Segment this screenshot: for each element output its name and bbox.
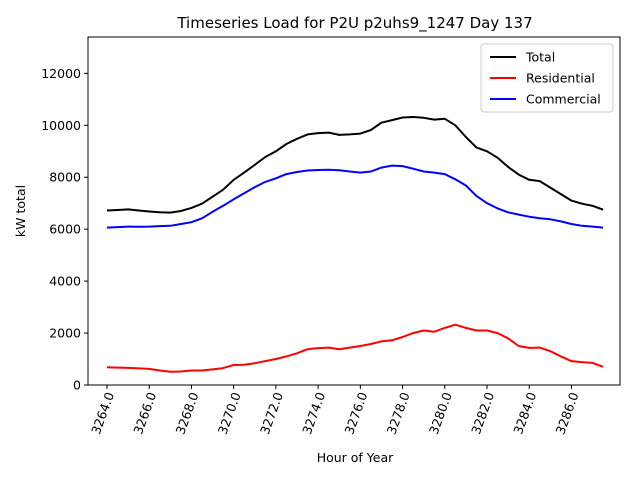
legend: Total Residential Commercial xyxy=(480,43,614,113)
y-tick-label: 4000 xyxy=(49,274,81,289)
series-line-total xyxy=(106,116,604,214)
legend-box xyxy=(480,43,614,113)
y-tick-label: 12000 xyxy=(41,66,81,81)
y-tick-label: 6000 xyxy=(49,222,81,237)
y-tick-label: 0 xyxy=(73,378,81,393)
y-tick-label: 2000 xyxy=(49,326,81,341)
legend-label-total: Total xyxy=(525,50,555,65)
series-line-residential xyxy=(106,323,604,373)
legend-label-residential: Residential xyxy=(526,71,595,86)
y-tick-label: 10000 xyxy=(41,118,81,133)
series-line-commercial xyxy=(106,164,604,229)
y-axis-label: kW total xyxy=(13,185,28,237)
y-tick-label: 8000 xyxy=(49,170,81,185)
legend-label-commercial: Commercial xyxy=(526,92,601,107)
chart-title: Timeseries Load for P2U p2uhs9_1247 Day … xyxy=(176,14,532,33)
axes-frame xyxy=(87,36,621,386)
x-axis-label: Hour of Year xyxy=(317,450,394,465)
